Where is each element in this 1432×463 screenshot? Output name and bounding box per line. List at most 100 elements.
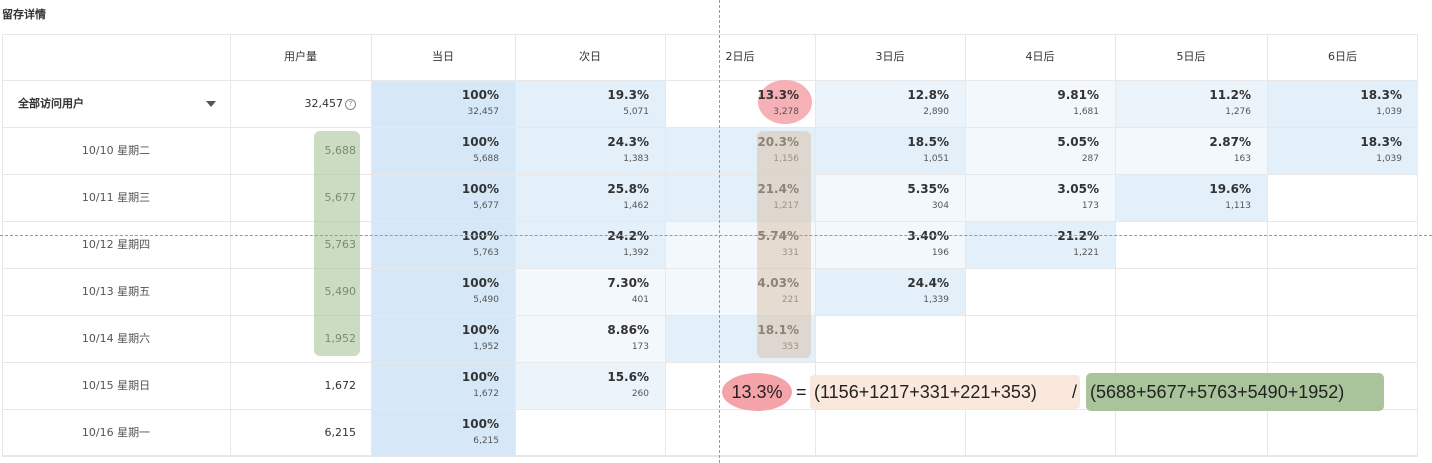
retention-percent: 100% [461,276,499,290]
retention-cell[interactable]: 11.2% 1,276 [1115,80,1267,127]
retention-percent: 100% [461,229,499,243]
table-border [2,34,1418,456]
retention-cell[interactable]: 3.05% 173 [965,174,1115,221]
formula-denominator: (5688+5677+5763+5490+1952) [1086,373,1384,411]
retention-cell[interactable]: 18.3% 1,039 [1267,80,1418,127]
row-label-text: 全部访问用户 [18,97,84,110]
row-divider [2,221,1418,222]
retention-percent: 15.6% [607,370,649,384]
column-header-5: 4日后 [1025,50,1055,63]
retention-cell[interactable]: 19.3% 5,071 [515,80,665,127]
row-divider [2,315,1418,316]
retention-percent: 18.3% [1360,135,1402,149]
row-label: 10/16 星期一 [2,409,230,456]
retained-count: 5,688 [473,154,499,164]
retained-count: 5,763 [473,248,499,258]
column-divider [515,34,516,456]
row-label: 10/11 星期三 [2,174,230,221]
row-divider [2,409,1418,410]
row-divider [2,268,1418,269]
user-count-value: 32,457 [304,97,344,110]
retained-count: 1,339 [923,295,949,305]
retention-percent: 8.86% [607,323,649,337]
retained-count: 1,392 [623,248,649,258]
retention-cell[interactable]: 7.30% 401 [515,268,665,315]
retention-cell[interactable]: 24.2% 1,392 [515,221,665,268]
retained-count: 1,462 [623,201,649,211]
column-divider [1115,34,1116,456]
retention-cell[interactable]: 100% 32,457 [371,80,515,127]
retention-cell[interactable]: 15.6% 260 [515,362,665,409]
horizontal-guide-line [0,235,1432,236]
column-divider [371,34,372,456]
retention-percent: 25.8% [607,182,649,196]
retention-percent: 5.35% [907,182,949,196]
formula-equals: = [796,382,807,402]
user-count: 32,457? [230,80,356,127]
formula-slash: / [1072,382,1078,402]
retention-percent: 100% [461,323,499,337]
user-count-value: 6,215 [324,426,357,439]
retention-cell[interactable]: 100% 5,490 [371,268,515,315]
retention-cell[interactable]: 5.05% 287 [965,127,1115,174]
retained-count: 1,672 [473,389,499,399]
help-icon[interactable]: ? [345,98,356,110]
retention-cell[interactable]: 13.3% 3,278 [665,80,815,127]
retention-cell[interactable]: 8.86% 173 [515,315,665,362]
retained-count: 304 [931,201,949,211]
retained-count: 1,113 [1225,201,1251,211]
retention-cell[interactable]: 100% 1,952 [371,315,515,362]
row-divider [2,127,1418,128]
formula-result: 13.3% [722,373,792,411]
column-header-2: 次日 [579,50,601,63]
retention-cell[interactable]: 18.3% 1,039 [1267,127,1418,174]
user-count: 1,672 [230,362,357,409]
retention-cell[interactable]: 12.8% 2,890 [815,80,965,127]
retained-count: 1,221 [1073,248,1099,258]
formula-numerator: (1156+1217+331+221+353) [810,375,1080,409]
retention-cell[interactable]: 25.8% 1,462 [515,174,665,221]
retention-cell[interactable]: 2.87% 163 [1115,127,1267,174]
column-divider [230,34,231,456]
retention-cell[interactable]: 100% 5,688 [371,127,515,174]
retention-percent: 19.3% [607,88,649,102]
retention-cell[interactable]: 100% 5,677 [371,174,515,221]
retained-count: 6,215 [473,436,499,446]
retention-cell[interactable]: 24.4% 1,339 [815,268,965,315]
column-header-0: 用户量 [284,50,317,63]
summary-row-label[interactable]: 全部访问用户 [2,80,230,127]
retained-count: 173 [1081,201,1099,211]
row-label-text: 10/12 星期四 [81,238,151,251]
retained-count: 173 [631,342,649,352]
dropdown-caret-icon[interactable] [206,100,216,107]
retention-cell[interactable]: 9.81% 1,681 [965,80,1115,127]
retained-count: 260 [631,389,649,399]
retention-cell[interactable]: 100% 5,763 [371,221,515,268]
retention-cell[interactable]: 24.3% 1,383 [515,127,665,174]
retained-count: 1,039 [1376,154,1402,164]
retention-cell[interactable]: 18.5% 1,051 [815,127,965,174]
row-divider [2,362,1418,363]
retained-count: 1,051 [923,154,949,164]
row-label-text: 10/15 星期日 [81,379,151,392]
retained-count: 1,681 [1073,107,1099,117]
column-divider [665,34,666,456]
row-label: 10/15 星期日 [2,362,230,409]
retention-percent: 12.8% [907,88,949,102]
retention-table: 用户量 当日 次日 2日后 3日后 4日后 5日后 6日后 全部访问用户 32,457? 100% 3… [2,34,1418,459]
retained-count: 5,677 [473,201,499,211]
retention-percent: 100% [461,417,499,431]
retention-percent: 24.2% [607,229,649,243]
retention-percent: 5.05% [1057,135,1099,149]
retained-count: 3,278 [773,107,799,117]
retained-count: 196 [931,248,949,258]
retention-cell[interactable]: 3.40% 196 [815,221,965,268]
retention-cell[interactable]: 5.35% 304 [815,174,965,221]
retention-cell[interactable]: 100% 6,215 [371,409,515,456]
retention-cell[interactable]: 19.6% 1,113 [1115,174,1267,221]
user-count: 6,215 [230,409,357,456]
retention-cell[interactable]: 21.2% 1,221 [965,221,1115,268]
retention-cell[interactable]: 100% 1,672 [371,362,515,409]
retention-percent: 24.3% [607,135,649,149]
row-label-text: 10/14 星期六 [81,332,151,345]
